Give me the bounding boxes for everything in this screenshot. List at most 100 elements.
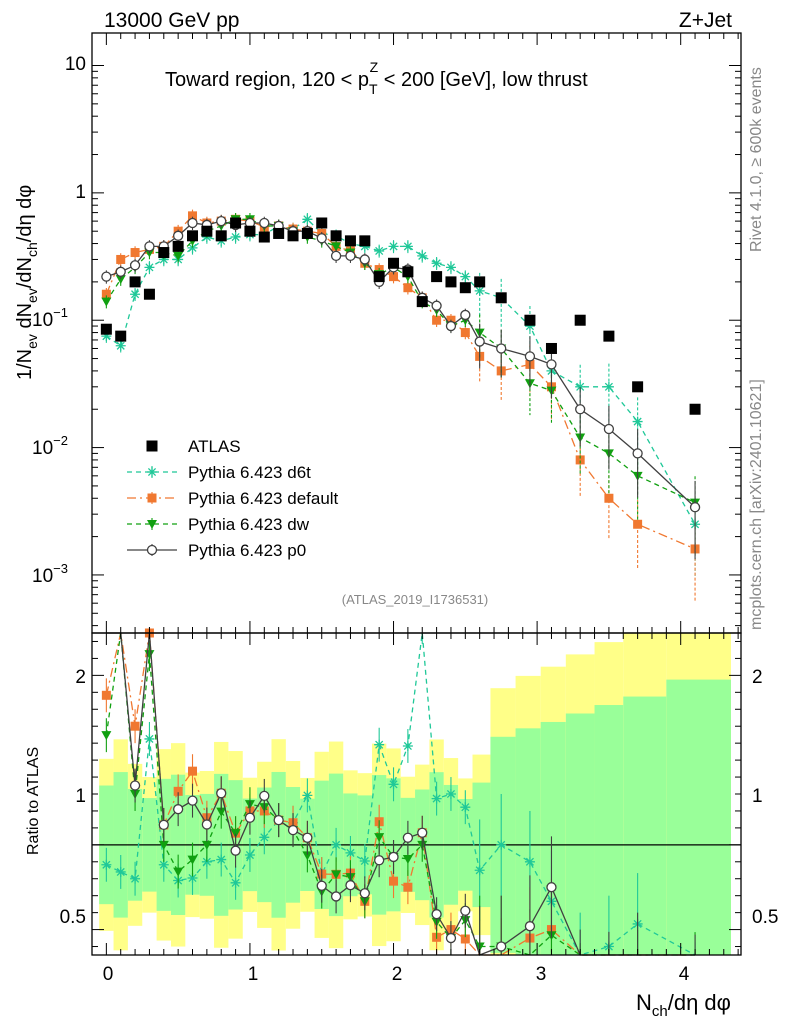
ratio-point-d6t <box>187 873 198 883</box>
legend-label-default: Pythia 6.423 default <box>188 489 339 508</box>
main-point-default <box>116 254 126 264</box>
main-point-p0 <box>187 217 198 229</box>
ratio-y-tick-labels: 2 1 0.5 2 1 0.5 <box>60 667 779 928</box>
ratio-point-p0 <box>524 921 536 932</box>
ratio-point-d6t <box>144 733 155 744</box>
main-point-p0 <box>129 260 141 271</box>
main-point-default <box>604 493 614 503</box>
ratio-panel-series <box>92 628 741 956</box>
main-point-atlas <box>574 314 586 326</box>
main-point-default <box>130 248 140 258</box>
main-line-default <box>105 215 696 550</box>
ratio-point-dw <box>402 854 413 864</box>
ratio-point-p0 <box>445 932 457 944</box>
main-point-atlas <box>100 323 112 335</box>
x-tick-2: 2 <box>392 964 403 985</box>
main-point-p0 <box>101 271 112 282</box>
ratio-point-p0 <box>230 845 241 856</box>
analysis-tag: (ATLAS_2019_I1736531) <box>342 592 488 607</box>
main-line-d6t <box>105 218 696 525</box>
main-point-d6t <box>474 285 485 296</box>
main-point-atlas <box>301 227 313 239</box>
ratio-point-d6t <box>460 802 471 813</box>
main-point-dw <box>173 251 184 261</box>
ratio-point-dw <box>230 829 241 839</box>
ratio-point-d6t <box>345 847 356 858</box>
ratio-point-default <box>130 721 140 731</box>
ratio-point-dw <box>158 840 169 850</box>
main-point-atlas <box>524 314 536 326</box>
main-panel-series <box>100 209 701 602</box>
main-point-atlas <box>115 330 127 342</box>
legend-marker-default <box>147 493 157 503</box>
main-point-p0 <box>460 309 471 321</box>
ratio-tick-2-right: 2 <box>752 667 763 688</box>
main-point-d6t <box>115 340 126 351</box>
legend-marker-atlas <box>146 440 158 452</box>
main-point-atlas <box>316 217 328 229</box>
ratio-point-dw <box>216 807 227 817</box>
plot-title: Toward region, 120 < pTZ < 200 [GeV], lo… <box>165 59 588 97</box>
ratio-point-d6t <box>230 877 241 888</box>
ratio-tick-1-right: 1 <box>752 786 763 807</box>
ratio-line-default <box>105 632 696 956</box>
main-point-p0 <box>575 404 586 415</box>
main-point-atlas <box>215 230 227 242</box>
legend-label-atlas: ATLAS <box>188 437 241 456</box>
main-point-d6t <box>388 241 399 252</box>
ratio-point-dw <box>374 833 385 843</box>
main-point-d6t <box>230 232 241 243</box>
main-point-dw <box>331 242 342 252</box>
ratio-series-p0 <box>106 632 696 956</box>
main-point-atlas <box>158 247 170 259</box>
main-point-p0 <box>632 448 643 459</box>
main-y-tick-labels: 10 1 10−1 10−2 10−3 <box>32 54 86 587</box>
ratio-point-d6t <box>216 854 227 865</box>
ratio-point-p0 <box>173 804 184 815</box>
main-point-atlas <box>172 240 184 252</box>
main-point-atlas <box>431 271 443 283</box>
ratio-point-p0 <box>302 832 313 843</box>
ratio-point-d6t <box>130 873 141 884</box>
main-point-default <box>389 272 399 282</box>
main-point-atlas <box>344 235 356 247</box>
main-line-dw <box>105 218 696 504</box>
legend-marker-dw <box>147 520 157 529</box>
main-point-d6t <box>524 321 535 332</box>
x-axis-label: Nch/dη dφ <box>636 990 731 1020</box>
main-point-d6t <box>187 242 198 253</box>
main-point-default <box>403 283 413 293</box>
main-point-d6t <box>632 416 643 427</box>
main-point-dw <box>115 275 126 285</box>
main-point-atlas <box>416 296 428 308</box>
main-point-atlas <box>445 276 457 288</box>
main-point-atlas <box>230 217 242 229</box>
legend-label-d6t: Pythia 6.423 d6t <box>188 463 311 482</box>
main-point-atlas <box>603 330 615 342</box>
main-y-tick-1e-1: 10−1 <box>32 305 68 331</box>
ratio-point-d6t <box>244 850 255 861</box>
main-point-p0 <box>216 215 227 227</box>
ratio-point-p0 <box>330 891 342 902</box>
ratio-point-p0 <box>359 888 370 899</box>
main-point-d6t <box>101 331 112 342</box>
main-point-d6t <box>158 254 169 265</box>
main-point-d6t <box>402 241 413 252</box>
legend-marker-p0 <box>146 544 158 556</box>
ratio-point-dw <box>201 840 212 850</box>
main-point-p0 <box>431 300 442 311</box>
ratio-point-dw <box>144 650 155 660</box>
main-point-atlas <box>143 288 155 300</box>
ratio-point-p0 <box>402 832 414 843</box>
main-point-d6t <box>417 250 428 261</box>
ratio-tick-2-left: 2 <box>75 667 86 688</box>
main-point-dw <box>101 297 112 307</box>
main-point-atlas <box>632 381 644 393</box>
x-tick-0: 0 <box>103 964 114 985</box>
x-tick-4: 4 <box>679 964 690 985</box>
ratio-point-d6t <box>374 739 385 750</box>
ratio-point-p0 <box>460 905 471 916</box>
ratio-point-p0 <box>287 824 299 836</box>
ratio-point-d6t <box>496 839 507 850</box>
ratio-point-p0 <box>388 851 399 863</box>
